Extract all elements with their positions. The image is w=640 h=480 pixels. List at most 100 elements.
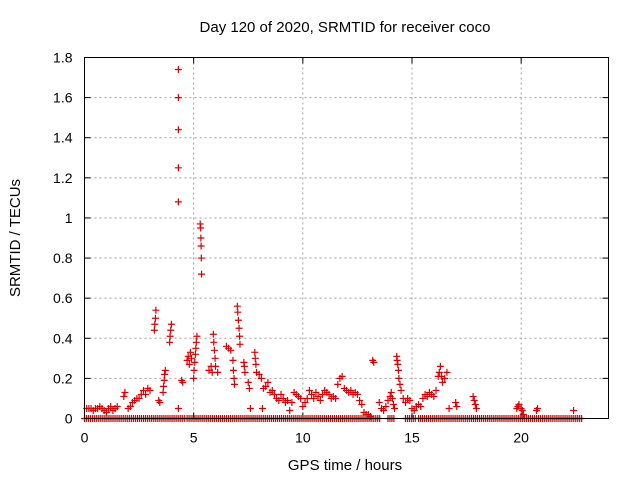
y-tick-label: 1.2 — [53, 170, 73, 186]
data-point — [297, 394, 305, 402]
y-tick-label: 1.8 — [53, 50, 73, 66]
data-point — [334, 380, 342, 388]
data-point — [234, 308, 242, 316]
data-point — [410, 406, 418, 414]
y-tick-label: 1.4 — [53, 130, 73, 146]
data-point — [375, 398, 383, 406]
data-point — [174, 164, 182, 172]
data-point — [358, 400, 366, 408]
data-point — [397, 386, 405, 394]
data-point — [435, 368, 443, 376]
data-point — [279, 394, 287, 402]
data-point — [126, 402, 134, 410]
x-tick-label: 0 — [81, 430, 89, 446]
data-point — [382, 402, 390, 410]
data-point — [198, 270, 206, 278]
data-point — [102, 408, 110, 416]
data-point — [515, 400, 523, 408]
data-point — [212, 362, 219, 370]
gridlines — [84, 57, 609, 419]
data-point — [174, 198, 182, 206]
data-point — [252, 360, 260, 368]
data-point — [187, 354, 195, 362]
data-point — [471, 400, 479, 408]
axis-ticks — [84, 57, 609, 419]
data-point — [227, 346, 235, 354]
data-point — [288, 398, 296, 406]
data-point — [469, 392, 477, 400]
data-point — [332, 394, 340, 402]
data-point — [156, 398, 164, 406]
y-tick-label: 0.6 — [53, 290, 73, 306]
data-point — [251, 354, 259, 362]
data-point — [518, 406, 526, 414]
data-point — [190, 366, 198, 374]
chart-title: Day 120 of 2020, SRMTID for receiver coc… — [200, 19, 491, 36]
data-point — [264, 378, 272, 386]
x-tick-label: 20 — [513, 430, 529, 446]
data-point — [214, 368, 222, 376]
data-point — [167, 320, 175, 328]
data-point — [441, 374, 449, 382]
data-point — [432, 386, 440, 394]
data-point — [185, 360, 193, 368]
data-point — [197, 242, 205, 250]
y-tick-label: 0.4 — [53, 330, 73, 346]
x-tick-label: 15 — [404, 430, 420, 446]
data-point — [384, 396, 392, 404]
data-point — [246, 404, 254, 412]
y-tick-label: 1 — [65, 210, 73, 226]
data-point — [380, 406, 388, 414]
data-point — [191, 358, 199, 366]
data-point — [401, 398, 409, 406]
data-point — [255, 370, 263, 378]
data-point — [151, 320, 159, 328]
data-point — [395, 374, 403, 382]
data-point — [192, 338, 200, 346]
data-point — [234, 316, 242, 324]
plot-frame — [84, 57, 609, 419]
data-point — [406, 396, 414, 404]
data-point — [270, 390, 278, 398]
data-point — [387, 388, 395, 396]
data-point — [394, 366, 402, 374]
data-point — [301, 398, 309, 406]
data-point — [251, 348, 259, 356]
data-point — [146, 386, 154, 394]
data-point — [286, 406, 294, 414]
data-point — [472, 404, 480, 412]
data-point — [275, 396, 283, 404]
data-point — [233, 302, 241, 310]
data-point — [389, 400, 397, 408]
data-point — [391, 404, 399, 412]
data-point — [191, 350, 199, 358]
data-point — [120, 392, 128, 400]
data-point — [299, 402, 307, 410]
data-point — [439, 378, 447, 386]
data-points — [81, 66, 586, 422]
data-point — [167, 326, 175, 334]
data-point — [139, 386, 147, 394]
data-point — [257, 374, 265, 382]
data-point — [443, 368, 451, 376]
data-point — [113, 402, 121, 410]
data-point — [174, 94, 182, 102]
data-point — [353, 390, 361, 398]
data-point — [245, 384, 253, 392]
data-point — [193, 332, 201, 340]
data-point — [166, 338, 174, 346]
data-point — [570, 406, 578, 414]
data-point — [236, 340, 244, 348]
data-point — [236, 332, 244, 340]
data-point — [174, 66, 182, 74]
data-point — [314, 392, 322, 400]
data-point — [209, 330, 217, 338]
data-point — [370, 358, 378, 366]
data-point — [179, 378, 187, 386]
data-point — [388, 394, 396, 402]
data-point — [151, 314, 159, 322]
data-point — [423, 392, 431, 400]
data-point — [230, 374, 238, 382]
data-point — [107, 402, 115, 410]
